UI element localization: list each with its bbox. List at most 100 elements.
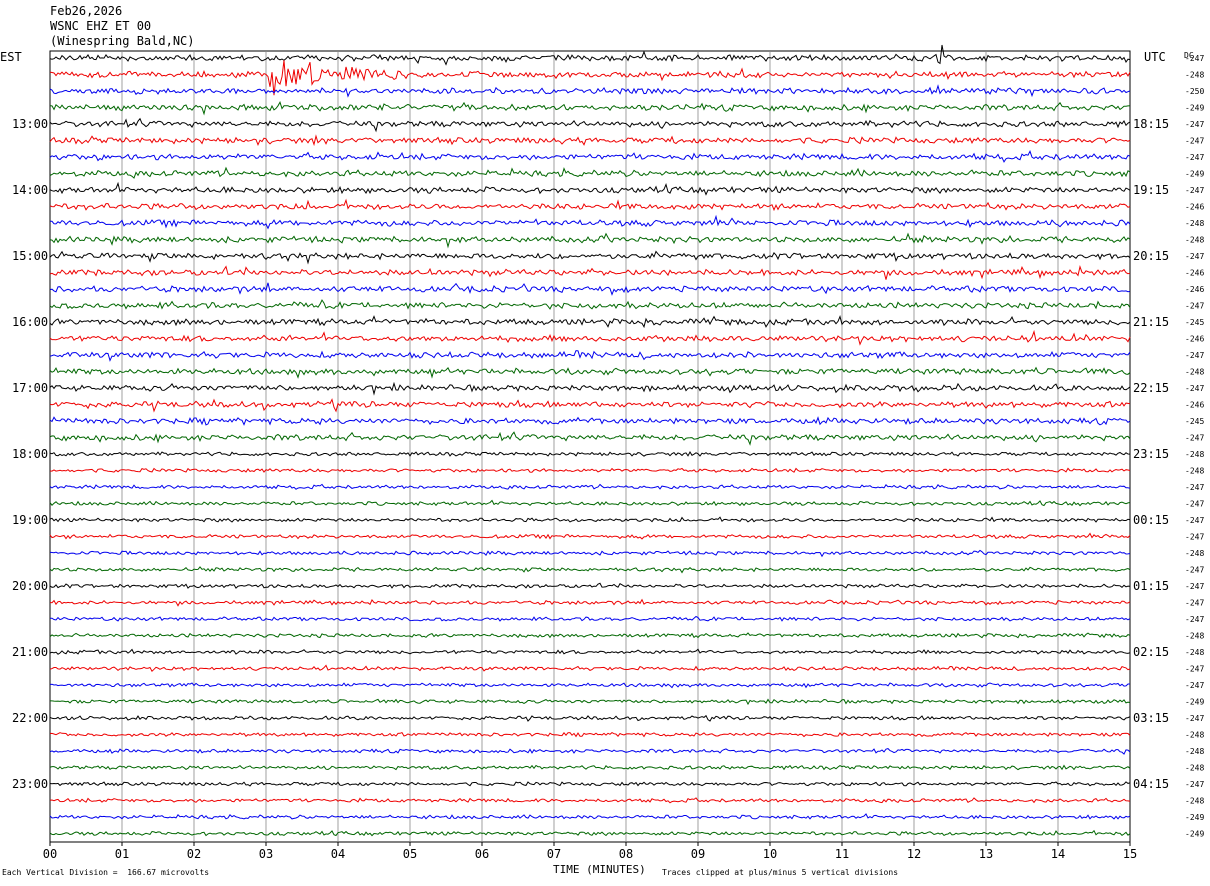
utc-hour-label: 01:15 (1133, 579, 1169, 593)
seismic-trace (49, 431, 1131, 446)
seismic-trace (49, 566, 1131, 574)
utc-hour-label: 19:15 (1133, 183, 1169, 197)
dc-offset-label: -247 (1185, 665, 1204, 674)
dc-offset-label: -248 (1185, 731, 1204, 740)
seismic-trace (49, 282, 1131, 296)
dc-offset-label: -248 (1185, 747, 1204, 756)
dc-offset-label: -247 (1185, 780, 1204, 789)
dc-offset-label: -247 (1185, 384, 1204, 393)
seismic-trace (49, 829, 1131, 837)
est-hour-label: 15:00 (12, 249, 48, 263)
dc-offset-label: -250 (1185, 87, 1204, 96)
seismic-trace (49, 549, 1131, 558)
x-axis-title: TIME (MINUTES) (553, 863, 646, 876)
seismic-trace (49, 582, 1131, 589)
dc-offset-label: -247 (1185, 120, 1204, 129)
seismic-trace (49, 60, 1131, 96)
dc-offset-label: -248 (1185, 632, 1204, 641)
utc-hour-label: 00:15 (1133, 513, 1169, 527)
dc-offset-label: -247 (1185, 153, 1204, 162)
est-hour-label: 20:00 (12, 579, 48, 593)
dc-offset-label: -246 (1185, 203, 1204, 212)
seismic-trace (49, 648, 1131, 655)
dc-offset-label: -247 (1185, 302, 1204, 311)
est-hour-label: 16:00 (12, 315, 48, 329)
seismic-trace (49, 299, 1131, 310)
dc-offset-label: -248 (1185, 450, 1204, 459)
seismic-trace (49, 329, 1131, 346)
dc-offset-label: -247 (1185, 434, 1204, 443)
dc-offset-label: -247 (1185, 599, 1204, 608)
x-tick-label: 15 (1123, 847, 1137, 861)
dc-offset-label: -248 (1185, 764, 1204, 773)
est-hour-label: 23:00 (12, 777, 48, 791)
seismic-trace (49, 117, 1131, 133)
dc-offset-label: -249 (1185, 698, 1204, 707)
seismic-trace (49, 781, 1131, 787)
seismic-trace (49, 598, 1131, 607)
seismic-trace (49, 516, 1131, 523)
est-hour-label: 21:00 (12, 645, 48, 659)
est-hour-label: 22:00 (12, 711, 48, 725)
seismic-trace (49, 134, 1131, 147)
seismic-trace (49, 467, 1131, 473)
seismic-trace (49, 250, 1131, 265)
station-location: (Winespring Bald,NC) (50, 34, 195, 48)
dc-label: DC (1184, 51, 1194, 60)
dc-offset-label: -249 (1185, 813, 1204, 822)
x-tick-label: 14 (1051, 847, 1065, 861)
seismic-trace (49, 813, 1131, 820)
seismic-trace (49, 483, 1131, 490)
seismic-trace (49, 664, 1131, 673)
axis-labels: 00 01 02 03 04 05 06 07 08 09 10 11 12 13 14 15 -247 -248… (12, 54, 1204, 861)
station-code: WSNC EHZ ET 00 (50, 19, 152, 33)
dc-offset-label: -247 (1185, 615, 1204, 624)
dc-offset-label: -248 (1185, 797, 1204, 806)
dc-offset-label: -248 (1185, 71, 1204, 80)
dc-offset-label: -246 (1185, 335, 1204, 344)
utc-axis-label: UTC (1144, 50, 1166, 64)
dc-offset-label: -249 (1185, 170, 1204, 179)
x-tick-label: 04 (331, 847, 345, 861)
seismic-trace (49, 166, 1131, 179)
dc-offset-label: -247 (1185, 252, 1204, 261)
x-tick-label: 11 (835, 847, 849, 861)
est-hour-label: 19:00 (12, 513, 48, 527)
x-tick-label: 00 (43, 847, 57, 861)
seismic-trace (49, 100, 1131, 116)
utc-hour-label: 18:15 (1133, 117, 1169, 131)
seismic-trace (50, 214, 1131, 230)
dc-offset-label: -247 (1185, 516, 1204, 525)
dc-offset-label: -247 (1185, 566, 1204, 575)
est-hour-label: 18:00 (12, 447, 48, 461)
x-tick-label: 01 (115, 847, 129, 861)
seismic-trace (49, 499, 1131, 507)
dc-offset-label: -247 (1185, 533, 1204, 542)
seismic-trace (49, 615, 1131, 622)
grid-lines (49, 50, 1131, 846)
seismic-trace (49, 198, 1131, 212)
dc-offset-label: -248 (1185, 368, 1204, 377)
chart-date: Feb26,2026 (50, 4, 123, 18)
dc-offset-label: -246 (1185, 269, 1204, 278)
dc-offset-label: -248 (1185, 549, 1204, 558)
x-tick-label: 08 (619, 847, 633, 861)
x-tick-label: 06 (475, 847, 489, 861)
seismic-trace (49, 682, 1130, 689)
dc-offset-label: -246 (1185, 285, 1204, 294)
dc-offset-label: -248 (1185, 219, 1204, 228)
seismic-trace (49, 44, 1131, 66)
est-axis-label: EST (0, 50, 22, 64)
utc-hour-label: 23:15 (1133, 447, 1169, 461)
dc-offset-label: -247 (1185, 137, 1204, 146)
seismic-trace (49, 731, 1131, 738)
utc-hour-label: 04:15 (1133, 777, 1169, 791)
dc-offset-label: -249 (1185, 830, 1204, 839)
x-tick-label: 10 (763, 847, 777, 861)
est-hour-label: 14:00 (12, 183, 48, 197)
dc-offset-label: -248 (1185, 648, 1204, 657)
x-tick-label: 13 (979, 847, 993, 861)
dc-offset-label: -249 (1185, 104, 1204, 113)
seismic-trace (49, 366, 1131, 379)
est-hour-label: 17:00 (12, 381, 48, 395)
